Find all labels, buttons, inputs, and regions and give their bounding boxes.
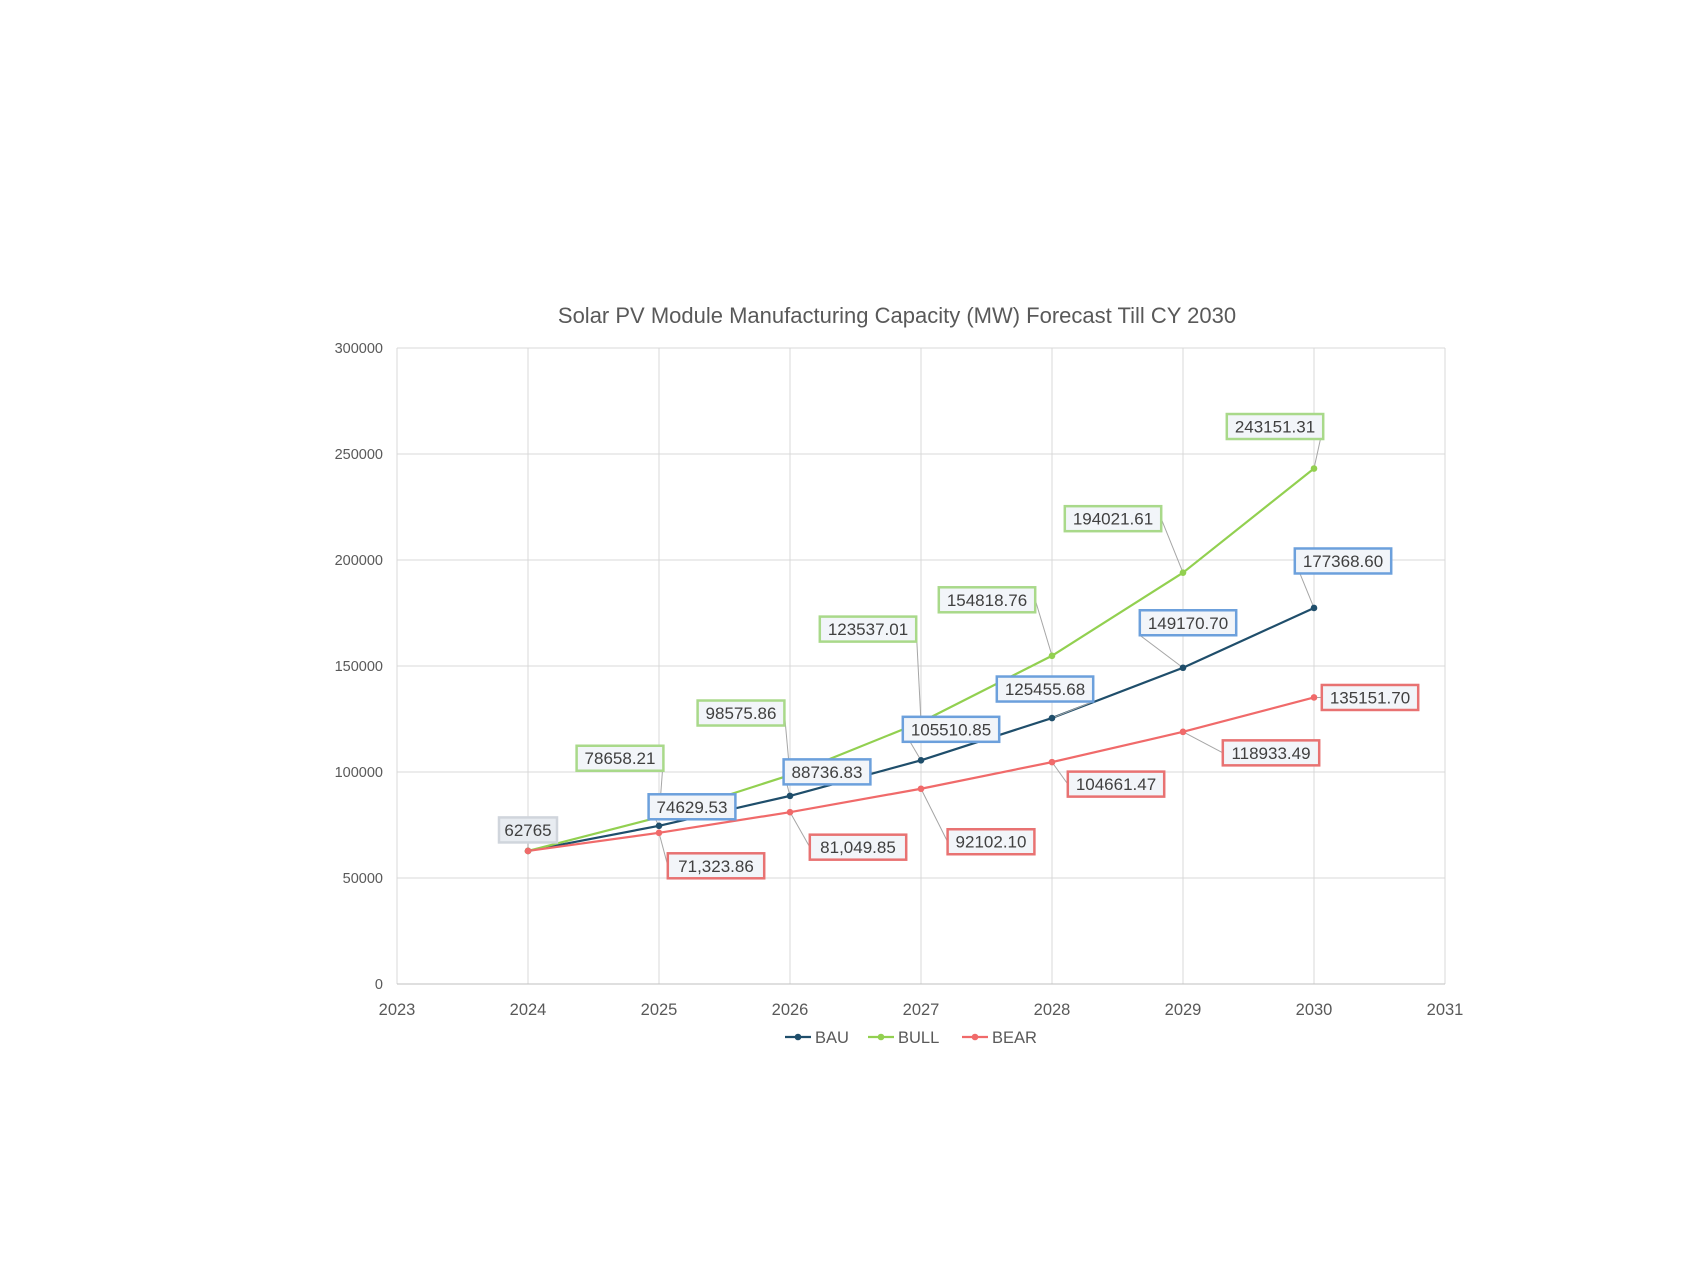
leader-line [920,788,949,842]
leader-line [1051,761,1069,785]
point-bear-2029 [1179,728,1187,736]
data-label: 149170.70 [1148,614,1228,633]
x-tick-label: 2023 [379,1001,416,1019]
x-tick-label: 2025 [641,1001,678,1019]
leader-line [658,832,669,866]
data-label-box [995,675,1095,703]
point-bau-2025 [655,822,663,830]
data-label: 118933.49 [1231,744,1310,763]
point-bau-2029 [1179,664,1187,672]
data-label-box [666,852,766,880]
x-tick-label: 2031 [1427,1001,1464,1019]
x-tick-label: 2027 [903,1001,940,1019]
legend-marker-bull [877,1033,885,1041]
point-bear-2025 [655,829,663,837]
point-bear-2024 [524,847,532,855]
data-label: 62765 [504,821,551,840]
data-label: 74629.53 [657,798,728,817]
data-label: 125455.68 [1005,680,1085,699]
data-label: 71,323.86 [678,857,754,876]
data-label-box [696,699,786,727]
x-tick-label: 2024 [510,1001,547,1019]
point-bau-2027 [917,757,925,764]
axis-tick-labels: 0 50000 100000 150000 200000 250000 300000 2023… [335,341,1464,1019]
legend-marker-bear [971,1033,979,1041]
data-label-box [818,615,918,643]
data-label-box [647,793,737,821]
data-label-box [946,827,1036,856]
data-label: 243151.31 [1235,418,1315,437]
data-label: 177368.60 [1303,552,1383,571]
data-label: 98575.86 [706,704,777,723]
chart-title: Solar PV Module Manufacturing Capacity (… [558,303,1236,328]
data-label: 194021.61 [1073,510,1153,529]
leader-line [1051,701,1094,719]
legend-label-bear: BEAR [992,1029,1037,1047]
point-bear-2026 [786,808,794,816]
legend: BAU BULL BEAR [785,1029,1037,1047]
plot-grid [396,347,1446,985]
point-bau-2030 [1310,604,1318,612]
leader-line [1139,634,1184,669]
y-tick-label: 100000 [335,765,383,781]
legend-label-bau: BAU [815,1029,849,1047]
point-bear-2030 [1310,694,1318,701]
data-label-box [497,816,559,844]
leader-line [1182,731,1224,754]
point-bull-2029 [1179,569,1187,576]
point-bear-2028 [1048,758,1056,766]
point-bau-2026 [786,792,794,800]
data-label-box [901,715,1001,744]
y-tick-label: 0 [375,977,383,993]
x-tick-label: 2026 [772,1001,809,1019]
x-tick-label: 2029 [1165,1001,1202,1019]
data-labels: 74629.53 88736.83 105510.85 125455.68 149170… [497,412,1420,880]
data-label-box [1320,683,1420,712]
data-label: 154818.76 [947,591,1027,610]
data-label: 104661.47 [1076,775,1156,794]
leader-line [1160,518,1184,573]
leader-line [789,811,811,848]
data-label-box [575,744,665,772]
legend-marker-bau [794,1033,802,1041]
data-label-box [782,758,872,786]
point-bear-2027 [917,785,925,793]
data-label: 135151.70 [1330,688,1410,707]
point-bau-2028 [1048,714,1056,722]
data-label-box [1221,739,1321,767]
data-label-box [1066,770,1166,798]
data-label-box [1063,504,1163,533]
point-bull-2030 [1310,465,1318,472]
y-tick-label: 250000 [335,447,383,463]
data-label: 81,049.85 [820,838,896,857]
data-label: 123537.01 [828,620,908,639]
data-label-box [937,586,1037,614]
point-bull-2028 [1048,652,1056,660]
y-tick-label: 50000 [343,871,383,887]
data-label: 105510.85 [911,720,991,739]
data-label-box [1138,609,1238,637]
data-label-leader-lines [527,426,1324,866]
legend-label-bull: BULL [898,1029,939,1047]
data-label-box [1225,412,1325,441]
data-label: 88736.83 [792,763,863,782]
data-label: 92102.10 [956,833,1027,852]
y-tick-label: 200000 [335,553,383,569]
leader-line [1034,599,1053,656]
x-tick-label: 2030 [1296,1001,1333,1019]
data-label-box [808,833,908,861]
leader-line [915,629,922,723]
x-tick-label: 2028 [1034,1001,1071,1019]
data-label-box [1293,547,1393,575]
y-tick-label: 300000 [335,341,383,357]
data-label: 78658.21 [585,749,656,768]
y-tick-label: 150000 [335,659,383,675]
